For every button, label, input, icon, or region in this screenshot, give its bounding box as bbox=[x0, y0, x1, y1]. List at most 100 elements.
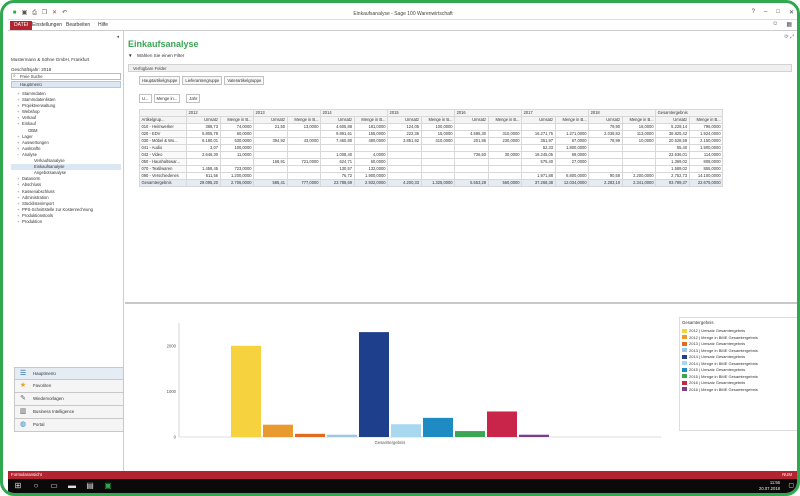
measure-header[interactable]: Umsatz bbox=[253, 116, 288, 124]
expand-icon[interactable]: + bbox=[17, 188, 20, 194]
taskview-icon[interactable]: ▭ bbox=[50, 481, 58, 490]
expand-icon[interactable]: + bbox=[17, 200, 20, 206]
table-row[interactable]: 020 - EDV 5.805,78 60,0000 9.891,61 155,0000… bbox=[139, 130, 724, 138]
chart-bar[interactable] bbox=[487, 411, 517, 437]
expand-icon[interactable]: + bbox=[17, 212, 20, 218]
explorer-icon[interactable]: ▬ bbox=[68, 481, 76, 490]
file-menu[interactable]: DATEI bbox=[10, 21, 33, 30]
year-header[interactable]: 2012 bbox=[185, 109, 255, 117]
user-icon[interactable]: ☺ bbox=[772, 21, 779, 27]
measure-header[interactable]: Menge in B... bbox=[219, 116, 255, 124]
year-header[interactable]: Gesamtergebnis bbox=[655, 109, 724, 117]
row-field-button[interactable]: Artikelgrup... bbox=[139, 116, 187, 124]
field-vaterartikelgruppe[interactable]: Vaterartikelgruppe bbox=[224, 76, 265, 85]
table-row[interactable]: 041 - Audio 3,07 100,0000 52,33 1.800,0000 55… bbox=[139, 144, 724, 152]
table-row[interactable]: 030 - Möbel & Wo... 8.180,01 530,0000 394,9… bbox=[139, 137, 724, 145]
notification-icon[interactable]: ▢ bbox=[788, 483, 794, 489]
measure-header[interactable]: Menge in B... bbox=[353, 116, 389, 124]
expand-icon[interactable]: + bbox=[17, 133, 20, 139]
measure-header[interactable]: Menge in B... bbox=[487, 116, 523, 124]
measure-header[interactable]: Umsatz bbox=[387, 116, 422, 124]
legend-entry[interactable]: 2015 | Umsatz Gesamtergebnis bbox=[682, 367, 796, 374]
nav-button[interactable]: ✎ Wiedervorlagen bbox=[14, 393, 124, 406]
tree-item[interactable]: + Abschluss bbox=[11, 182, 121, 188]
tree-item[interactable]: + Stammdaten bbox=[11, 91, 121, 97]
chart-bar[interactable] bbox=[391, 424, 421, 437]
expand-icon[interactable]: + bbox=[17, 91, 20, 96]
tree-item[interactable]: − Analyse bbox=[11, 152, 121, 158]
tree-item[interactable]: + Auswertungen bbox=[11, 140, 121, 146]
maximize-icon[interactable]: □ bbox=[776, 9, 780, 15]
field-hauptartikelgruppe[interactable]: Hauptartikelgruppe bbox=[139, 76, 181, 85]
copy-icon[interactable]: ❐ bbox=[41, 10, 48, 16]
year-header[interactable]: 2018 bbox=[588, 109, 657, 117]
table-row[interactable]: 050 - Haushaltswar... 168,91 721,0000 624,7… bbox=[139, 158, 724, 166]
minimize-icon[interactable]: – bbox=[764, 9, 768, 15]
chart-bar[interactable] bbox=[423, 417, 453, 437]
table-row[interactable]: 010 - Heimwerker 388,73 74,0000 21,50 13,000… bbox=[139, 123, 724, 131]
legend-entry[interactable]: 2012 | Menge in BME Gesamtergebnis bbox=[682, 335, 796, 342]
table-row[interactable]: 042 - Video 2.646,30 11,0000 1.008,40 4,0000… bbox=[139, 151, 724, 159]
measure-header[interactable]: Menge in B... bbox=[554, 116, 590, 124]
windows-start-icon[interactable]: ⊞ bbox=[14, 481, 22, 490]
nav-button[interactable]: ◍ Portal bbox=[14, 419, 124, 432]
expand-icon[interactable]: + bbox=[17, 182, 20, 188]
measure-header[interactable]: Menge in B... bbox=[420, 116, 456, 124]
refresh-icon[interactable]: ⟳ ⤢ bbox=[784, 34, 794, 40]
legend-entry[interactable]: 2014 | Umsatz Gesamtergebnis bbox=[682, 354, 796, 361]
search-input[interactable]: ⌕ Freie Suche bbox=[11, 73, 121, 80]
field-lieferantengruppe[interactable]: Lieferantengruppe bbox=[182, 76, 223, 85]
tree-item[interactable]: Angebotsanalyse bbox=[11, 170, 121, 176]
legend-entry[interactable]: 2014 | Menge in BME Gesamtergebnis bbox=[682, 361, 796, 368]
year-header[interactable]: 2013 bbox=[253, 109, 322, 117]
tree-item[interactable]: + Stücklistenimport bbox=[11, 201, 121, 207]
nav-button[interactable]: ▥ Business Intelligence bbox=[14, 406, 124, 419]
chart-bar[interactable] bbox=[231, 345, 261, 437]
expand-icon[interactable]: + bbox=[17, 139, 20, 145]
nav-button[interactable]: ☰ Hauptmenü bbox=[14, 367, 124, 380]
table-row[interactable]: 070 - Textilwaren 1.458,45 723,0000 130,57 1… bbox=[139, 165, 724, 173]
menu-hilfe[interactable]: Hilfe bbox=[98, 22, 109, 28]
tree-item[interactable]: + Projektverwaltung bbox=[11, 103, 121, 109]
column-field-jahr[interactable]: Jahr bbox=[186, 94, 201, 103]
chart-bar[interactable] bbox=[263, 424, 293, 437]
tree-item[interactable]: + Produktion bbox=[11, 219, 121, 225]
tree-item[interactable]: + Lager bbox=[11, 134, 121, 140]
print-icon[interactable]: ⎙ bbox=[32, 10, 37, 16]
help-icon[interactable]: ? bbox=[751, 9, 755, 15]
measure-header[interactable]: Menge in B... bbox=[621, 116, 657, 124]
legend-entry[interactable]: 2016 | Umsatz Gesamtergebnis bbox=[682, 380, 796, 387]
menu-einstellungen[interactable]: Einstellungen bbox=[32, 22, 63, 28]
expand-icon[interactable]: + bbox=[17, 176, 20, 182]
filter-selector[interactable]: ▼ Wählen Sie einen Filter bbox=[128, 53, 184, 58]
expand-icon[interactable]: + bbox=[17, 145, 20, 151]
layout-icon[interactable]: ▦ bbox=[786, 22, 792, 28]
legend-entry[interactable]: 2016 | Menge in BME Gesamtergebnis bbox=[682, 387, 796, 394]
search-taskbar-icon[interactable]: ○ bbox=[33, 481, 39, 490]
main-menu-header[interactable]: Hauptmenü bbox=[11, 81, 121, 88]
tree-item[interactable]: + PPS-Schnittstelle zur Kostenrechnung bbox=[11, 207, 121, 213]
app-icon[interactable]: ▤ bbox=[86, 481, 94, 490]
chart-bar[interactable] bbox=[455, 431, 485, 437]
tree-item[interactable]: + Auskünfte bbox=[11, 146, 121, 152]
year-header[interactable]: 2017 bbox=[521, 109, 590, 117]
legend-entry[interactable]: 2012 | Umsatz Gesamtergebnis bbox=[682, 328, 796, 335]
available-fields-bar[interactable]: Verfügbare Felder bbox=[128, 64, 792, 72]
year-header[interactable]: 2016 bbox=[454, 109, 523, 117]
chart-bar[interactable] bbox=[295, 433, 325, 437]
measure-header[interactable]: Umsatz bbox=[454, 116, 489, 124]
menu-bearbeiten[interactable]: Bearbeiten bbox=[66, 22, 91, 28]
tree-item[interactable]: Einkaufsanalyse bbox=[11, 164, 121, 171]
expand-icon[interactable]: + bbox=[17, 109, 20, 115]
tree-item[interactable]: + Webshop bbox=[11, 109, 121, 115]
tree-item[interactable]: + Kassenabschluss bbox=[11, 189, 121, 195]
expand-icon[interactable]: + bbox=[17, 194, 20, 200]
close-icon[interactable]: ✕ bbox=[788, 10, 794, 16]
legend-entry[interactable]: 2015 | Menge in BME Gesamtergebnis bbox=[682, 374, 796, 381]
tree-item[interactable]: + Verkauf bbox=[11, 115, 121, 121]
measure-header[interactable]: Menge in B... bbox=[286, 116, 322, 124]
chart-bar[interactable] bbox=[327, 434, 357, 437]
tree-item[interactable]: + Stammdatenlisten bbox=[11, 97, 121, 103]
total-row[interactable]: Gesamtergebnis 29.095,20 2.706,0000 585,41 7… bbox=[139, 179, 724, 187]
nav-button[interactable]: ★ Favoriten bbox=[14, 380, 124, 393]
